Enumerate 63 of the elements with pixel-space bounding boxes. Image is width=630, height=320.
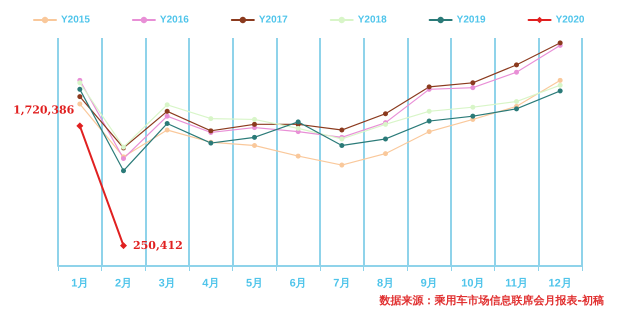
point — [383, 111, 388, 116]
legend-label: Y2020 — [556, 14, 585, 26]
point — [426, 108, 432, 114]
point — [164, 114, 170, 119]
point — [296, 126, 301, 131]
point — [252, 122, 257, 127]
point — [121, 168, 126, 174]
point — [426, 118, 432, 124]
x-tick-label: 2月 — [114, 278, 132, 290]
point — [514, 70, 519, 75]
legend-label: Y2019 — [456, 14, 486, 26]
point — [470, 85, 476, 90]
point — [77, 80, 82, 86]
point — [558, 88, 563, 94]
point — [426, 84, 432, 90]
point — [558, 40, 563, 46]
point — [252, 142, 257, 148]
point — [164, 121, 170, 126]
x-tick-label: 7月 — [333, 278, 350, 290]
point — [339, 128, 344, 133]
x-tick-label: 6月 — [290, 278, 307, 290]
point — [514, 106, 519, 112]
point — [164, 128, 170, 133]
point — [470, 80, 476, 86]
point — [77, 94, 82, 100]
point — [208, 116, 214, 122]
point — [470, 114, 476, 119]
point — [339, 162, 344, 168]
point — [339, 142, 344, 148]
x-tick-label: 11月 — [505, 278, 528, 290]
legend-label: Y2016 — [160, 14, 190, 26]
point — [383, 151, 388, 156]
x-tick-label: 12月 — [548, 278, 572, 290]
point — [558, 78, 563, 83]
data-label: 250,412 — [133, 239, 183, 252]
point — [514, 99, 519, 104]
data-label: 1,720,386 — [13, 103, 75, 116]
x-tick-label: 10月 — [461, 278, 484, 290]
point — [77, 86, 82, 92]
point — [164, 108, 170, 114]
x-tick-label: 8月 — [376, 278, 394, 290]
x-tick-label: 4月 — [202, 278, 220, 290]
legend-label: Y2018 — [358, 14, 388, 26]
point — [252, 134, 257, 140]
point — [76, 122, 84, 130]
point — [383, 136, 388, 142]
point — [296, 154, 301, 159]
point — [164, 102, 170, 108]
point — [426, 129, 432, 134]
source-note: 数据来源：乘用车市场信息联席会月报表-初稿 — [378, 294, 604, 307]
point — [120, 242, 127, 250]
x-tick-label: 1月 — [71, 278, 88, 290]
x-tick-label: 9月 — [420, 278, 438, 290]
point — [296, 119, 301, 124]
legend-label: Y2017 — [258, 14, 288, 26]
legend-label: Y2015 — [61, 14, 90, 26]
x-tick-label: 3月 — [158, 278, 176, 290]
x-tick-label: 5月 — [246, 278, 264, 290]
point — [514, 62, 519, 68]
point — [252, 116, 257, 122]
point — [558, 82, 563, 88]
point — [77, 101, 82, 106]
point — [470, 104, 476, 110]
